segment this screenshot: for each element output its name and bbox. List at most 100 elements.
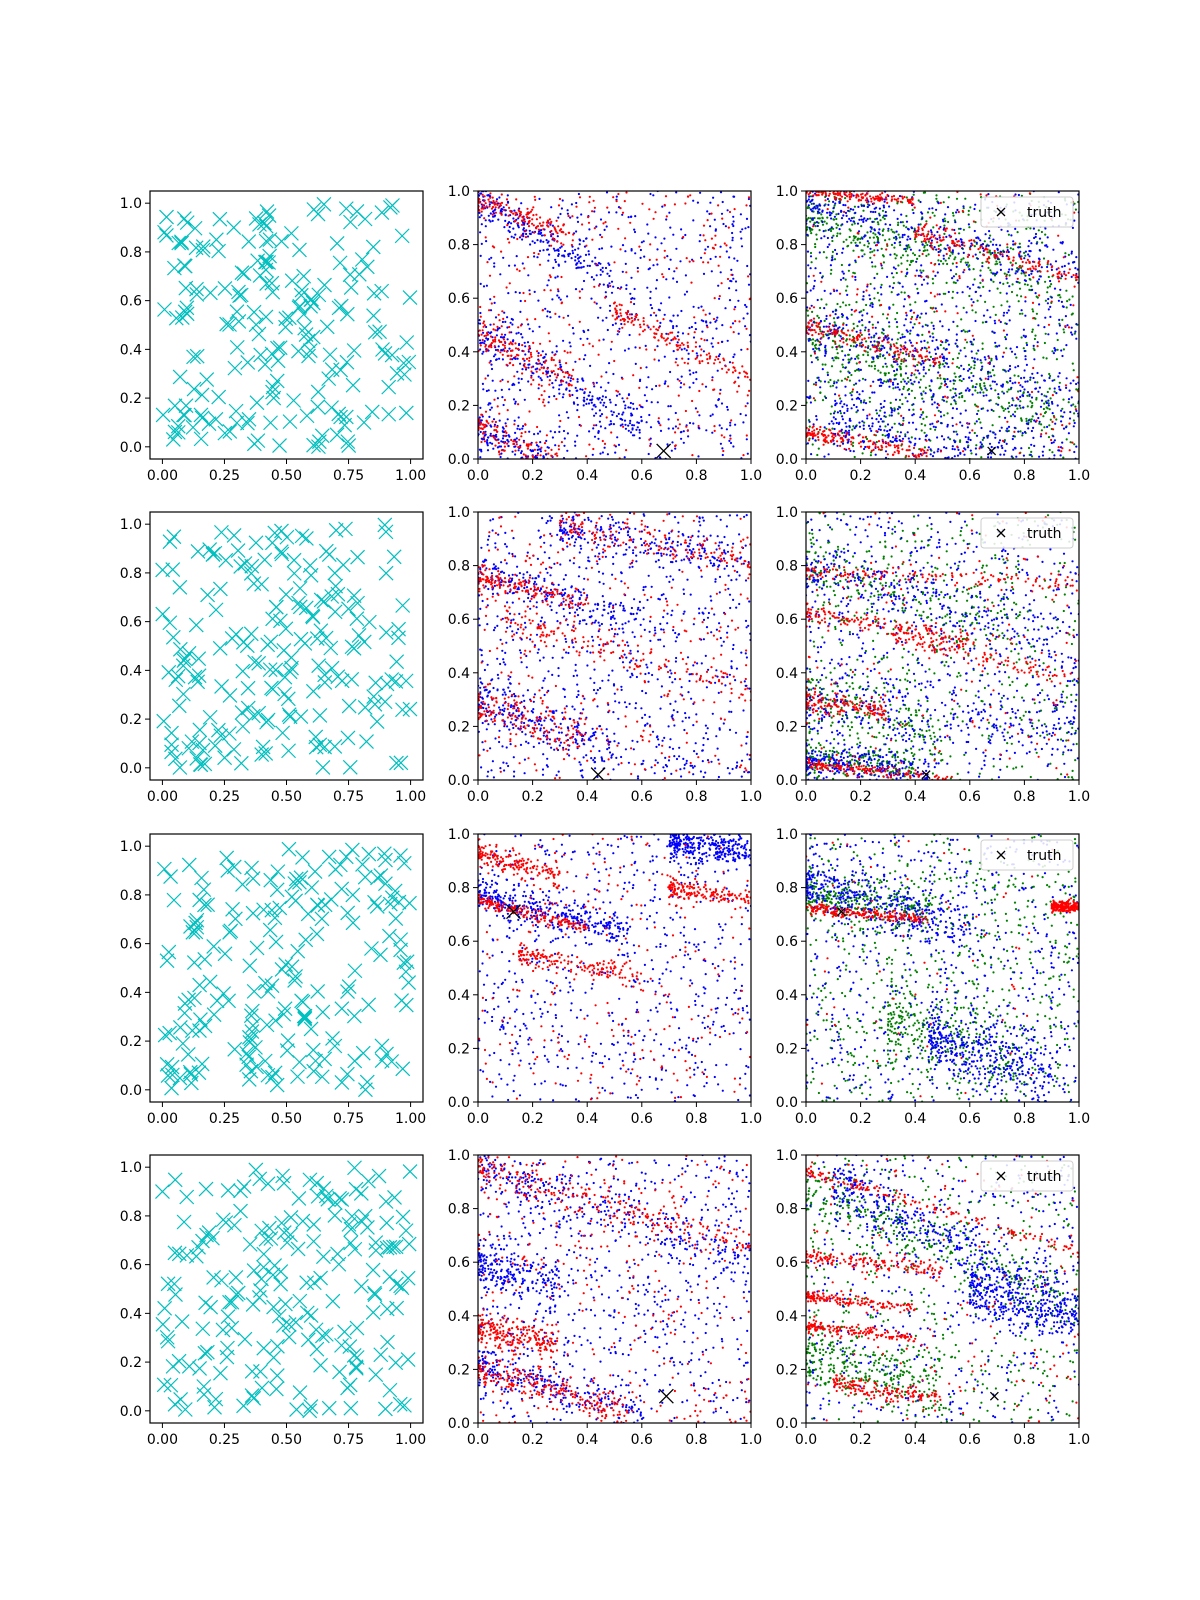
scatter-point	[832, 317, 836, 320]
scatter-point	[745, 204, 748, 207]
scatter-point	[1049, 279, 1052, 283]
x-marker-point	[199, 372, 215, 387]
scatter-point	[617, 390, 620, 393]
x-marker-point	[374, 205, 390, 221]
scatter-point	[933, 451, 936, 454]
scatter-point	[511, 349, 514, 352]
scatter-point	[639, 326, 642, 329]
scatter-point	[586, 264, 589, 267]
scatter-point	[697, 455, 700, 458]
scatter-point	[551, 224, 555, 227]
scatter-point	[833, 215, 837, 218]
scatter-point	[619, 248, 622, 251]
scatter-point	[729, 424, 732, 427]
scatter-point	[540, 363, 544, 366]
scatter-point	[605, 371, 608, 374]
scatter-point	[495, 198, 499, 201]
scatter-point	[548, 395, 551, 398]
scatter-point	[506, 442, 509, 445]
scatter-point	[704, 248, 707, 251]
scatter-point	[518, 215, 521, 218]
scatter-point	[568, 383, 572, 386]
scatter-point	[572, 332, 575, 335]
scatter-point	[981, 347, 984, 350]
scatter-point	[555, 345, 558, 348]
y-tick-label: 0.2	[120, 391, 142, 407]
scatter-point	[538, 197, 541, 200]
scatter-point	[642, 320, 645, 323]
scatter-point	[625, 284, 628, 287]
scatter-point	[992, 305, 995, 308]
scatter-point	[712, 247, 716, 250]
scatter-point	[1006, 300, 1009, 303]
scatter-point	[485, 325, 488, 329]
scatter-point	[1062, 328, 1065, 331]
scatter-point	[507, 292, 510, 295]
scatter-point	[1044, 332, 1047, 335]
scatter-point	[488, 361, 491, 364]
scatter-point	[905, 214, 908, 218]
scatter-point	[858, 218, 861, 221]
scatter-point	[601, 451, 605, 454]
x-marker-point	[176, 211, 192, 226]
scatter-point	[1063, 270, 1066, 273]
scatter-point	[738, 320, 741, 323]
scatter-point	[950, 403, 953, 406]
scatter-point	[1045, 357, 1048, 360]
scatter-point	[621, 377, 624, 380]
scatter-point	[1046, 245, 1049, 248]
scatter-point	[886, 351, 889, 354]
panel-r1-c3: 0.0 0.2 0.4 0.6 0.8 1.00.00.20.40.60.81.0trut…	[776, 184, 1090, 484]
x-marker-point	[365, 239, 381, 255]
scatter-point	[872, 360, 875, 363]
scatter-point	[1061, 318, 1064, 321]
scatter-point	[995, 260, 998, 263]
scatter-point	[711, 379, 714, 382]
scatter-point	[535, 370, 538, 373]
scatter-point	[698, 389, 701, 393]
scatter-point	[540, 446, 543, 449]
scatter-point	[855, 344, 859, 347]
x-marker-point	[188, 240, 204, 256]
scatter-point	[892, 236, 896, 239]
scatter-point	[1060, 349, 1063, 352]
scatter-point	[662, 275, 665, 279]
scatter-point	[832, 200, 835, 203]
scatter-point	[835, 309, 838, 312]
scatter-point	[595, 225, 598, 228]
scatter-point	[1033, 358, 1036, 361]
scatter-point	[969, 245, 972, 248]
scatter-point	[910, 436, 913, 439]
scatter-point	[922, 366, 926, 369]
scatter-point	[1023, 349, 1026, 353]
scatter-point	[920, 312, 923, 315]
scatter-point	[820, 237, 823, 240]
scatter-point	[909, 248, 913, 251]
scatter-point	[1005, 322, 1008, 325]
scatter-point	[671, 331, 674, 334]
scatter-point	[829, 272, 833, 275]
scatter-point	[895, 368, 899, 371]
scatter-point	[517, 224, 520, 227]
scatter-point	[624, 404, 627, 407]
scatter-point	[945, 348, 948, 351]
scatter-point	[927, 253, 930, 256]
scatter-point	[855, 405, 858, 409]
scatter-point	[631, 424, 634, 427]
scatter-point	[977, 286, 980, 289]
scatter-point	[970, 298, 973, 301]
scatter-point	[886, 244, 889, 247]
scatter-point	[518, 342, 521, 346]
scatter-point	[698, 360, 701, 363]
scatter-point	[542, 372, 545, 375]
scatter-point	[873, 287, 876, 290]
scatter-point	[849, 219, 852, 222]
scatter-point	[891, 436, 895, 439]
scatter-point	[814, 243, 817, 246]
scatter-point	[575, 201, 578, 205]
scatter-point	[974, 403, 977, 406]
scatter-point	[528, 289, 531, 292]
scatter-point	[920, 363, 923, 366]
scatter-point	[998, 429, 1002, 432]
